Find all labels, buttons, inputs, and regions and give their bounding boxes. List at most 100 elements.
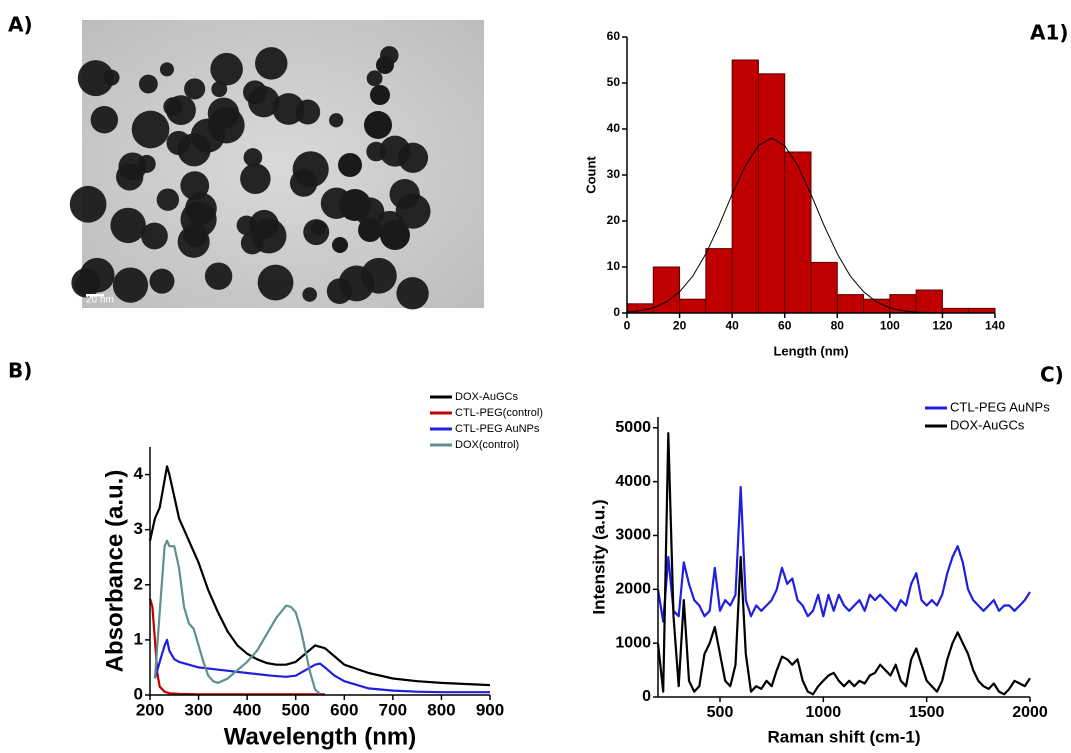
panel-label: B) <box>8 359 32 383</box>
particle <box>376 56 394 74</box>
y-tick-label: 0 <box>613 305 620 319</box>
particle <box>295 99 321 125</box>
particle <box>166 95 196 126</box>
y-tick-label: 40 <box>607 121 621 135</box>
particle <box>112 267 149 303</box>
x-tick-label: 800 <box>427 701 455 720</box>
particle <box>397 142 429 173</box>
particle <box>329 113 344 128</box>
scale-bar-label: 20 nm <box>86 295 114 306</box>
particle <box>257 264 294 301</box>
particle <box>255 47 288 80</box>
y-tick-label: 4000 <box>615 473 651 490</box>
particle <box>185 192 217 225</box>
particle <box>207 97 240 130</box>
bar <box>679 298 707 314</box>
y-tick-label: 30 <box>607 167 621 181</box>
particle <box>289 169 318 197</box>
x-tick-label: 0 <box>624 318 631 332</box>
x-tick-label: 20 <box>673 318 687 332</box>
y-tick-label: 2000 <box>615 581 651 598</box>
x-tick-label: 200 <box>136 701 164 720</box>
y-tick-label: 10 <box>607 259 621 273</box>
particle <box>90 106 119 134</box>
x-tick-label: 600 <box>330 701 358 720</box>
chart: CTL-PEG AuNPs DOX-AuGCs 500 1000 1500 2000 0 10… <box>589 399 1050 746</box>
x-tick-label: 1500 <box>909 704 945 721</box>
particle <box>339 189 371 221</box>
y-tick-label: 5000 <box>615 419 651 436</box>
series-line <box>153 638 490 694</box>
particle <box>332 237 348 253</box>
y-axis-label: Count <box>583 156 598 194</box>
panel-label: A) <box>8 13 33 37</box>
bar <box>915 289 943 314</box>
particle <box>141 222 168 250</box>
legend-label: CTL-PEG AuNPs <box>455 423 540 435</box>
bar <box>810 261 838 314</box>
particle <box>159 62 174 77</box>
particle <box>177 133 211 167</box>
particle <box>302 287 318 302</box>
x-tick-label: 80 <box>831 318 845 332</box>
particle <box>303 219 330 246</box>
particle <box>370 85 390 105</box>
micrograph: 20 nm <box>69 20 484 310</box>
bar <box>836 294 865 314</box>
particle <box>338 265 375 302</box>
legend-label: DOX-AuGCs <box>950 417 1025 432</box>
particle <box>366 70 383 87</box>
y-tick-label: 2 <box>134 574 143 593</box>
y-tick-label: 1000 <box>615 634 651 651</box>
particle <box>364 111 392 139</box>
x-tick-label: 1000 <box>806 704 842 721</box>
particle <box>380 220 410 250</box>
particle <box>156 188 180 211</box>
particle <box>248 86 280 118</box>
x-axis-label: Length (nm) <box>773 343 848 358</box>
y-tick-label: 1 <box>134 629 143 648</box>
x-tick-label: 120 <box>932 318 952 332</box>
series-line <box>153 539 321 695</box>
x-tick-label: 500 <box>282 701 310 720</box>
x-tick-label: 100 <box>880 318 900 332</box>
bar <box>652 266 681 314</box>
y-tick-label: 4 <box>134 464 144 483</box>
y-tick-label: 3000 <box>615 527 651 544</box>
legend-label: CTL-PEG AuNPs <box>950 399 1050 414</box>
x-tick-label: 40 <box>725 318 739 332</box>
y-tick-label: 50 <box>607 75 621 89</box>
bar <box>731 59 759 314</box>
particle <box>243 148 263 167</box>
y-tick-label: 0 <box>642 688 651 705</box>
panel-label: A1) <box>1030 21 1069 45</box>
particle <box>240 231 264 255</box>
x-tick-label: 300 <box>184 701 212 720</box>
particle <box>77 60 114 97</box>
particle <box>240 163 271 195</box>
particle <box>184 78 206 100</box>
legend-label: DOX(control) <box>455 439 519 451</box>
particle <box>338 153 362 177</box>
particle <box>183 222 208 247</box>
particle <box>358 218 382 242</box>
particle <box>79 257 115 293</box>
particle <box>210 52 243 86</box>
bar <box>757 73 786 314</box>
chart: DOX-AuGCs CTL-PEG(control) CTL-PEG AuNPs DO… <box>101 391 543 750</box>
particle <box>366 141 386 162</box>
x-tick-label: 400 <box>233 701 261 720</box>
series-line <box>148 465 491 687</box>
series-line <box>656 432 1031 696</box>
particle <box>137 154 156 173</box>
bar <box>784 151 812 314</box>
particle <box>211 81 228 98</box>
particle <box>103 69 120 86</box>
particle <box>395 193 431 229</box>
x-axis-label: Raman shift (cm-1) <box>767 727 920 746</box>
x-tick-label: 500 <box>707 704 734 721</box>
y-tick-label: 20 <box>607 213 621 227</box>
y-tick-label: 0 <box>134 684 143 703</box>
particle <box>69 185 107 223</box>
x-tick-label: 900 <box>476 701 504 720</box>
